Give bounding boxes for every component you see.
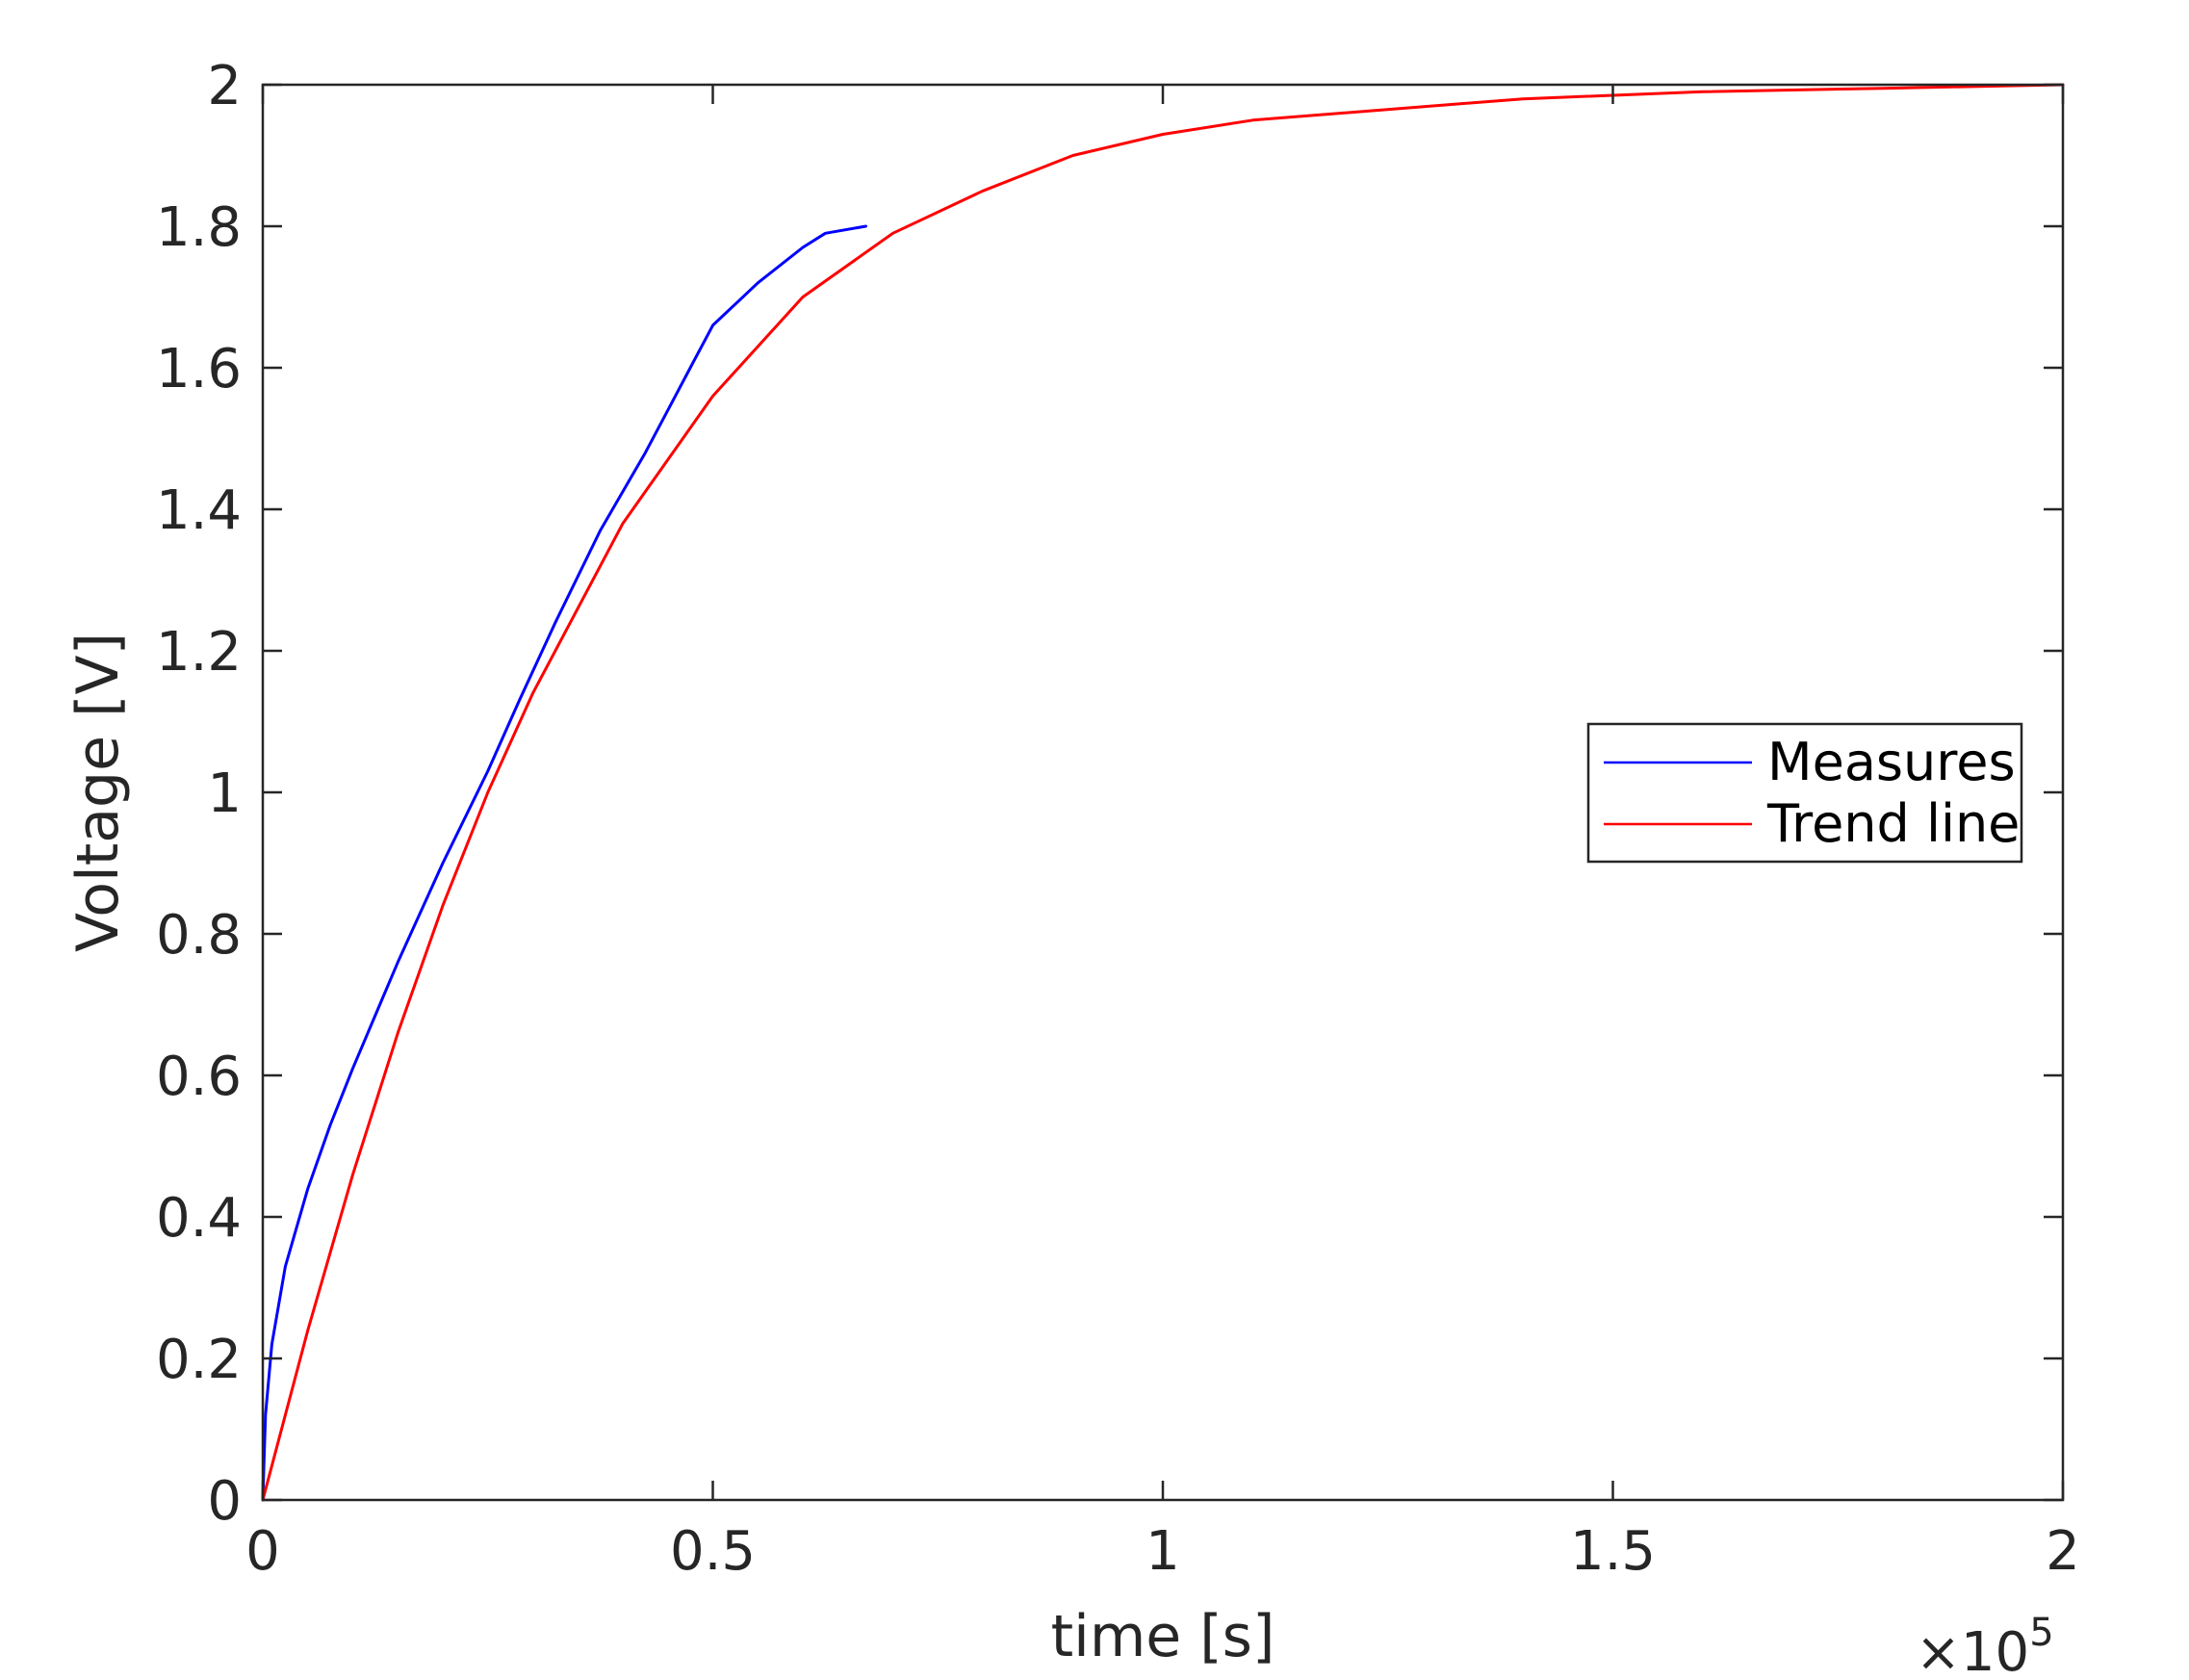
legend-box [1586,722,2023,864]
y-tick-label: 1.6 [156,338,242,401]
legend-label-trend-line: Trend line [1766,793,2020,854]
legend-label-measures: Measures [1767,732,2016,792]
x-tick-label: 0.5 [670,1520,756,1583]
y-tick-label: 0.2 [156,1329,242,1391]
x-tick-label: 1 [1146,1520,1180,1583]
y-axis-title: Voltage [V] [64,633,132,952]
tick-label-layer: 0 0.5 1 1.5 2 0 0.2 0.4 0.6 0.8 1 1.2 1.4 1.6 1.8 2 [156,55,2080,1583]
series-line-measures [261,224,867,1502]
tick-layer [261,83,2065,1502]
x-multiplier-base: ×10 [1916,1621,2029,1680]
y-tick-label: 0.6 [156,1046,242,1108]
x-axis-multiplier: ×105 [1916,1611,2054,1680]
y-tick-label: 1 [207,762,242,825]
legend: Measures Trend line [1586,722,2023,864]
series-line-trend-line [261,83,2065,1502]
x-tick-label: 2 [2046,1520,2080,1583]
y-tick-label: 1.4 [156,479,242,542]
x-axis-title: time [s] [1051,1603,1275,1670]
y-tick-label: 2 [207,55,242,117]
x-tick-label: 0 [245,1520,280,1583]
y-tick-label: 0.4 [156,1187,242,1250]
x-multiplier-exponent: 5 [2029,1611,2053,1655]
y-tick-label: 0 [207,1470,242,1533]
x-tick-label: 1.5 [1570,1520,1656,1583]
y-tick-label: 1.2 [156,621,242,684]
series-layer [261,83,2065,1502]
y-tick-label: 1.8 [156,196,242,259]
y-tick-label: 0.8 [156,904,242,967]
